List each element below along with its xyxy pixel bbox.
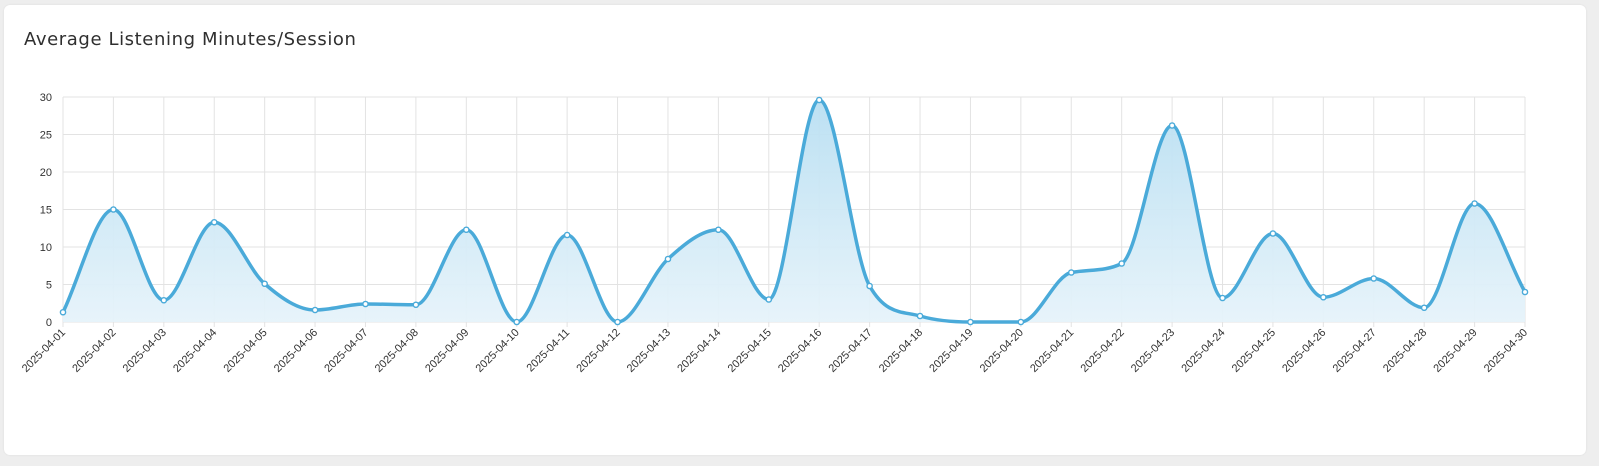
data-point-2025-04-10[interactable] bbox=[513, 318, 521, 326]
data-point-2025-04-27[interactable] bbox=[1370, 275, 1378, 282]
data-point-2025-04-04[interactable] bbox=[210, 218, 218, 226]
chart-title: Average Listening Minutes/Session bbox=[24, 29, 357, 50]
x-tick-label: 2025-04-19 bbox=[927, 327, 975, 375]
data-point-2025-04-18[interactable] bbox=[916, 312, 924, 320]
x-tick-label: 2025-04-15 bbox=[726, 327, 774, 375]
x-tick-label: 2025-04-21 bbox=[1028, 327, 1076, 375]
y-tick-label: 15 bbox=[40, 205, 52, 217]
series-area bbox=[63, 100, 1525, 322]
data-point-2025-04-03[interactable] bbox=[160, 296, 168, 304]
x-tick-label: 2025-04-23 bbox=[1129, 327, 1177, 375]
x-tick-label: 2025-04-05 bbox=[221, 327, 269, 375]
y-tick-label: 10 bbox=[40, 242, 52, 254]
data-point-2025-04-20[interactable] bbox=[1017, 318, 1025, 326]
x-tick-label: 2025-04-24 bbox=[1179, 327, 1227, 375]
data-point-2025-04-12[interactable] bbox=[614, 318, 621, 326]
x-tick-label: 2025-04-12 bbox=[574, 327, 622, 375]
x-tick-label: 2025-04-27 bbox=[1331, 327, 1379, 375]
x-tick-label: 2025-04-08 bbox=[373, 327, 421, 375]
data-points bbox=[59, 96, 1529, 326]
data-point-2025-04-22[interactable] bbox=[1118, 260, 1125, 267]
y-tick-label: 0 bbox=[46, 317, 52, 329]
x-tick-label: 2025-04-11 bbox=[525, 327, 573, 375]
data-point-2025-04-24[interactable] bbox=[1219, 294, 1226, 302]
data-point-2025-04-30[interactable] bbox=[1521, 288, 1529, 296]
x-tick-label: 2025-04-01 bbox=[20, 327, 68, 375]
x-tick-label: 2025-04-18 bbox=[877, 327, 925, 375]
data-point-2025-04-11[interactable] bbox=[563, 231, 571, 239]
x-axis-ticks: 2025-04-01 2025-04-02 2025-04-03 2025-04-04… bbox=[20, 327, 1530, 375]
data-point-2025-04-17[interactable] bbox=[866, 282, 873, 290]
data-point-2025-04-07[interactable] bbox=[362, 300, 369, 308]
data-point-2025-04-02[interactable] bbox=[110, 206, 117, 213]
x-tick-label: 2025-04-29 bbox=[1431, 327, 1479, 375]
x-tick-label: 2025-04-02 bbox=[70, 327, 118, 375]
data-point-2025-04-05[interactable] bbox=[261, 280, 268, 288]
x-tick-label: 2025-04-13 bbox=[625, 327, 673, 375]
x-tick-label: 2025-04-03 bbox=[121, 327, 169, 375]
data-point-2025-04-15[interactable] bbox=[765, 296, 773, 303]
x-tick-label: 2025-04-20 bbox=[978, 327, 1026, 375]
x-tick-label: 2025-04-17 bbox=[826, 327, 874, 375]
y-axis-ticks: 0 5 10 15 20 25 30 bbox=[40, 92, 52, 329]
x-tick-label: 2025-04-16 bbox=[776, 327, 824, 375]
data-point-2025-04-13[interactable] bbox=[664, 255, 672, 263]
data-point-2025-04-25[interactable] bbox=[1269, 230, 1277, 237]
data-point-2025-04-06[interactable] bbox=[311, 306, 319, 314]
data-point-2025-04-14[interactable] bbox=[715, 226, 722, 234]
data-point-2025-04-16[interactable] bbox=[815, 96, 823, 104]
data-point-2025-04-21[interactable] bbox=[1067, 269, 1075, 276]
x-tick-label: 2025-04-26 bbox=[1280, 327, 1328, 375]
y-tick-label: 20 bbox=[40, 167, 52, 179]
x-tick-label: 2025-04-04 bbox=[171, 327, 219, 375]
data-point-2025-04-26[interactable] bbox=[1320, 293, 1327, 301]
y-tick-label: 30 bbox=[40, 92, 52, 104]
data-point-2025-04-08[interactable] bbox=[412, 301, 420, 309]
x-tick-label: 2025-04-06 bbox=[272, 327, 320, 375]
data-point-2025-04-28[interactable] bbox=[1420, 304, 1428, 312]
data-point-2025-04-09[interactable] bbox=[463, 226, 470, 234]
x-tick-label: 2025-04-14 bbox=[675, 327, 723, 375]
x-tick-label: 2025-04-09 bbox=[423, 327, 471, 375]
x-tick-label: 2025-04-30 bbox=[1482, 327, 1530, 375]
data-point-2025-04-19[interactable] bbox=[967, 318, 974, 326]
data-point-2025-04-29[interactable] bbox=[1471, 200, 1478, 207]
x-tick-label: 2025-04-07 bbox=[322, 327, 370, 375]
x-tick-label: 2025-04-22 bbox=[1079, 327, 1127, 375]
data-point-2025-04-23[interactable] bbox=[1168, 122, 1176, 129]
x-tick-label: 2025-04-10 bbox=[474, 327, 522, 375]
y-tick-label: 5 bbox=[46, 280, 52, 292]
area-fill-layer bbox=[63, 100, 1525, 322]
data-point-2025-04-01[interactable] bbox=[59, 308, 67, 316]
x-tick-label: 2025-04-28 bbox=[1381, 327, 1429, 375]
x-tick-label: 2025-04-25 bbox=[1230, 327, 1278, 375]
y-tick-label: 25 bbox=[40, 130, 52, 142]
